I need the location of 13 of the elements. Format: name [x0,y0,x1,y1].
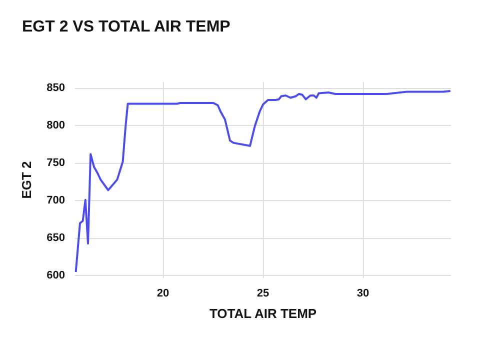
y-tick-label: 750 [46,157,65,170]
y-tick-label: 700 [46,194,65,207]
y-axis-title: EGT 2 [19,161,34,199]
y-tick-label: 800 [46,120,65,132]
y-tick-label: 600 [46,270,65,282]
x-tick-label: 30 [356,288,370,300]
y-tick-label: 850 [46,82,65,94]
x-tick-label: 20 [156,288,170,300]
x-tick-label: 25 [256,288,270,300]
line-series [74,90,452,273]
x-axis-title: TOTAL AIR TEMP [209,306,317,321]
y-tick-label: 650 [46,232,65,244]
chart-title: EGT 2 VS TOTAL AIR TEMP [22,18,231,36]
